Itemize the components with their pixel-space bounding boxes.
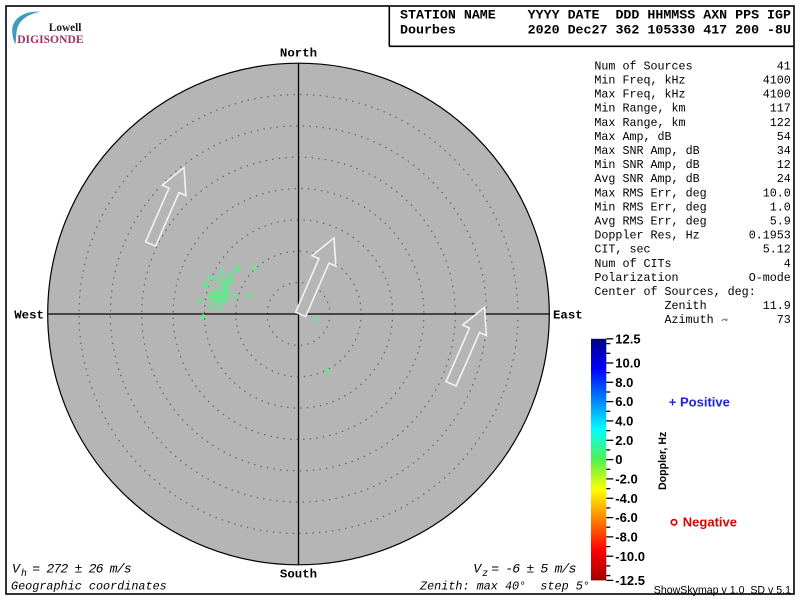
- svg-text:= -6 ± 5 m/s: = -6 ± 5 m/s: [491, 561, 576, 576]
- svg-text:Zenith: Zenith: [665, 299, 707, 313]
- svg-text:Avg SNR Amp, dB: Avg SNR Amp, dB: [594, 172, 699, 186]
- svg-text:STATION NAME YYYY DATE DDD: STATION NAME YYYY DATE DDD HHMMSS AXN PP…: [400, 7, 791, 22]
- svg-text:54: 54: [777, 130, 791, 144]
- svg-text:Avg RMS Err, deg: Avg RMS Err, deg: [594, 215, 706, 229]
- svg-text:Zenith: max 40° step 5°: Zenith: max 40° step 5°: [419, 580, 590, 594]
- svg-text:South: South: [280, 567, 317, 581]
- svg-text:12: 12: [777, 158, 791, 172]
- svg-text:Max Amp, dB: Max Amp, dB: [594, 130, 671, 144]
- svg-text:Doppler, Hz: Doppler, Hz: [657, 432, 669, 490]
- svg-text:Min Range, km: Min Range, km: [594, 102, 685, 116]
- svg-text:1.0: 1.0: [770, 200, 791, 214]
- svg-text:Azimuth: Azimuth: [665, 313, 714, 327]
- svg-text:ShowSkymap v 1.0 SD v 5.1: ShowSkymap v 1.0 SD v 5.1: [654, 585, 791, 597]
- svg-text:V: V: [12, 561, 21, 576]
- svg-text:= 272 ± 26 m/s: = 272 ± 26 m/s: [32, 561, 131, 576]
- svg-text:Max SNR Amp, dB: Max SNR Amp, dB: [594, 144, 699, 158]
- svg-text:0.1953: 0.1953: [749, 229, 791, 243]
- svg-text:East: East: [553, 309, 583, 323]
- svg-text:h: h: [21, 568, 27, 579]
- svg-text:Num of Sources: Num of Sources: [594, 59, 692, 73]
- svg-text:5.9: 5.9: [770, 215, 791, 229]
- svg-text:-12.5: -12.5: [615, 573, 645, 588]
- svg-text:10.0: 10.0: [763, 186, 791, 200]
- svg-text:z: z: [482, 568, 488, 579]
- svg-text:73: 73: [777, 313, 791, 327]
- svg-text:Num of CITs: Num of CITs: [594, 257, 671, 271]
- svg-text:-8.0: -8.0: [615, 530, 637, 545]
- svg-text:Negative: Negative: [683, 515, 737, 530]
- svg-text:Min SNR Amp, dB: Min SNR Amp, dB: [594, 158, 699, 172]
- svg-text:Polarization: Polarization: [594, 271, 678, 285]
- svg-text:-6.0: -6.0: [615, 510, 637, 525]
- svg-text:24: 24: [777, 172, 791, 186]
- svg-text:Dourbes 2020 Dec27 362: Dourbes 2020 Dec27 362 105330 417 200 -8…: [400, 23, 791, 38]
- svg-text:12.5: 12.5: [615, 331, 640, 346]
- svg-text:O-mode: O-mode: [749, 271, 791, 285]
- svg-text:10.0: 10.0: [615, 356, 640, 371]
- svg-text:DIGISONDE: DIGISONDE: [17, 33, 84, 46]
- svg-text:+ Positive: + Positive: [669, 395, 730, 410]
- svg-text:Max RMS Err, deg: Max RMS Err, deg: [594, 186, 706, 200]
- svg-text:V: V: [473, 561, 482, 576]
- svg-text:Center of Sources, deg:: Center of Sources, deg:: [594, 285, 755, 299]
- svg-text:Lowell: Lowell: [49, 22, 82, 34]
- svg-text:8.0: 8.0: [615, 375, 633, 390]
- svg-text:-10.0: -10.0: [615, 549, 645, 564]
- svg-text:-4.0: -4.0: [615, 491, 637, 506]
- svg-text:Max Range, km: Max Range, km: [594, 116, 685, 130]
- svg-text:41: 41: [777, 59, 791, 73]
- svg-text:Min Freq, kHz: Min Freq, kHz: [594, 74, 685, 88]
- svg-text:34: 34: [777, 144, 791, 158]
- svg-text:North: North: [280, 47, 317, 61]
- svg-text:Geographic coordinates: Geographic coordinates: [11, 580, 167, 594]
- svg-text:122: 122: [770, 116, 791, 130]
- svg-text:4: 4: [784, 257, 791, 271]
- svg-text:Max Freq, kHz: Max Freq, kHz: [594, 88, 685, 102]
- svg-text:Min RMS Err, deg: Min RMS Err, deg: [594, 200, 706, 214]
- svg-text:11.9: 11.9: [763, 299, 791, 313]
- svg-text:West: West: [14, 309, 44, 323]
- svg-text:4100: 4100: [763, 74, 791, 88]
- svg-text:4.0: 4.0: [615, 414, 633, 429]
- svg-text:0: 0: [615, 452, 622, 467]
- svg-text:2.0: 2.0: [615, 433, 633, 448]
- svg-text:-2.0: -2.0: [615, 472, 637, 487]
- svg-text:117: 117: [770, 102, 791, 116]
- svg-text:CIT, sec: CIT, sec: [594, 243, 650, 257]
- svg-text:4100: 4100: [763, 88, 791, 102]
- svg-text:5.12: 5.12: [763, 243, 791, 257]
- svg-text:6.0: 6.0: [615, 394, 633, 409]
- svg-text:Doppler Res, Hz: Doppler Res, Hz: [594, 229, 699, 243]
